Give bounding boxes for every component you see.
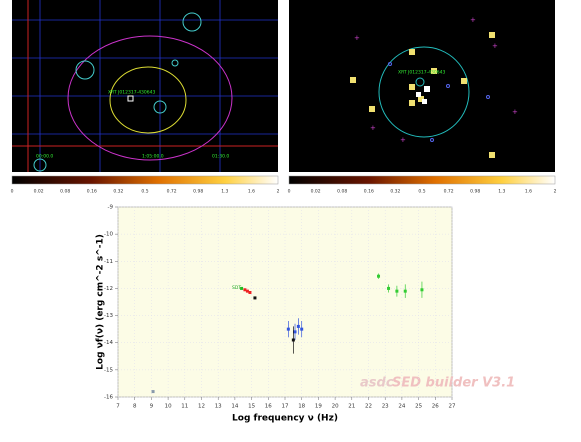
- data-point: [300, 327, 304, 331]
- x-tick-label: 9: [150, 404, 154, 410]
- colorbar-label: 0.72: [444, 189, 454, 195]
- data-point: [296, 324, 300, 328]
- y-tick-label: -14: [104, 340, 113, 346]
- plot-area: [117, 206, 453, 398]
- data-point: [395, 289, 399, 293]
- colorbar: [288, 175, 556, 185]
- x-tick-label: 11: [181, 404, 188, 410]
- x-tick-label: 27: [449, 404, 456, 410]
- watermark: SED builder V3.1: [392, 376, 515, 391]
- x-tick-label: 12: [198, 404, 205, 410]
- x-tick-label: 7: [116, 404, 120, 410]
- colorbar-label: 0.16: [364, 189, 374, 195]
- data-point: [387, 286, 391, 290]
- data-point: [403, 289, 407, 293]
- data-point: [377, 274, 381, 278]
- colorbar-label: 0.16: [87, 189, 97, 195]
- colorbar-label: 0.98: [193, 189, 203, 195]
- colorbar-label: 0.32: [113, 189, 123, 195]
- colorbar-label: 0.08: [337, 189, 347, 195]
- x-tick-label: 17: [282, 404, 289, 410]
- colorbar-label: 2: [277, 189, 280, 195]
- colorbar-label: 0: [11, 189, 14, 195]
- svg-text:+: +: [512, 108, 518, 116]
- colorbar-label: 0.32: [390, 189, 400, 195]
- coord-label: 00:00.0: [36, 154, 53, 160]
- x-tick-label: 24: [398, 404, 405, 410]
- data-point: [286, 327, 290, 331]
- x-tick-label: 25: [415, 404, 422, 410]
- data-point: [293, 330, 297, 334]
- y-tick-label: -12: [104, 286, 113, 292]
- colorbar-label: 1.6: [248, 189, 255, 195]
- source-label: XRT J012317-430643: [108, 90, 156, 96]
- svg-text:+: +: [400, 136, 406, 144]
- x-tick-label: 19: [315, 404, 322, 410]
- x-tick-label: 21: [348, 404, 355, 410]
- colorbar-label: 0.98: [470, 189, 480, 195]
- x-tick-label: 22: [365, 404, 372, 410]
- x-tick-label: 10: [165, 404, 172, 410]
- source-label: XRT J012317-430643: [398, 70, 446, 76]
- colorbar: [11, 175, 279, 185]
- data-point: [151, 390, 155, 394]
- svg-text:+: +: [470, 16, 476, 24]
- data-point: [420, 288, 424, 292]
- y-tick-label: -9: [108, 205, 114, 211]
- x-tick-label: 8: [133, 404, 137, 410]
- colorbar-label: 1.3: [498, 189, 505, 195]
- colorbar-label: 1.6: [525, 189, 532, 195]
- y-tick-label: -15: [104, 367, 113, 373]
- x-tick-label: 15: [248, 404, 255, 410]
- svg-text:+: +: [354, 34, 360, 42]
- annotation: SDT: [232, 285, 241, 291]
- colorbar-label: 0.5: [141, 189, 148, 195]
- data-point: [245, 289, 249, 293]
- y-tick-label: -11: [104, 259, 113, 265]
- y-tick-label: -16: [104, 395, 113, 401]
- colorbar-label: 0.5: [418, 189, 425, 195]
- svg-text:+: +: [370, 124, 376, 132]
- data-point: [243, 288, 247, 292]
- x-axis-label: Log frequency ν (Hz): [232, 414, 338, 424]
- colorbar-label: 0: [288, 189, 291, 195]
- data-point: [291, 338, 295, 342]
- x-tick-label: 26: [432, 404, 439, 410]
- colorbar-label: 0.02: [34, 189, 44, 195]
- colorbar-label: 1.3: [221, 189, 228, 195]
- x-tick-label: 14: [231, 404, 238, 410]
- colorbar-label: 0.72: [167, 189, 177, 195]
- watermark-logo: asdc: [360, 376, 394, 391]
- x-tick-label: 18: [298, 404, 305, 410]
- coord-label: 1:05:00.0: [142, 154, 164, 160]
- coord-label: 01:30.0: [212, 154, 229, 160]
- colorbar-label: 0.08: [60, 189, 70, 195]
- x-tick-label: 20: [332, 404, 339, 410]
- data-point: [240, 286, 244, 290]
- x-tick-label: 13: [215, 404, 222, 410]
- x-tick-label: 23: [382, 404, 389, 410]
- svg-text:+: +: [492, 42, 498, 50]
- colorbar-label: 2: [554, 189, 557, 195]
- colorbar-label: 0.02: [311, 189, 321, 195]
- y-tick-label: -13: [104, 313, 113, 319]
- x-tick-label: 16: [265, 404, 272, 410]
- y-tick-label: -10: [104, 232, 113, 238]
- sky-image-right: + + + + + + XRT J012317-430643: [288, 0, 556, 185]
- data-point: [248, 291, 252, 294]
- y-axis-label: Log νf(ν) (erg cm^-2 s^-1): [96, 234, 106, 370]
- sky-image-left: XRT J012317-430643 00:00.0 1:05:00.0 01:…: [11, 0, 279, 185]
- data-point: [253, 296, 257, 300]
